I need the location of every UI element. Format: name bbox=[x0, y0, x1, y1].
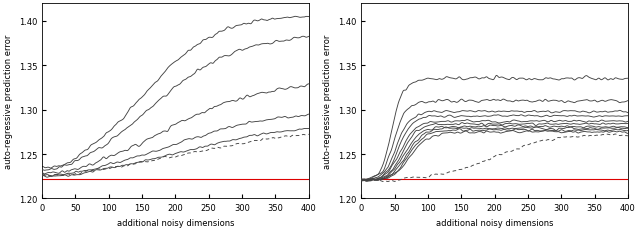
X-axis label: additional noisy dimensions: additional noisy dimensions bbox=[436, 218, 554, 227]
Y-axis label: auto-regressive prediction error: auto-regressive prediction error bbox=[4, 34, 13, 168]
X-axis label: additional noisy dimensions: additional noisy dimensions bbox=[116, 218, 234, 227]
Y-axis label: auto-regressive prediction error: auto-regressive prediction error bbox=[323, 34, 332, 168]
